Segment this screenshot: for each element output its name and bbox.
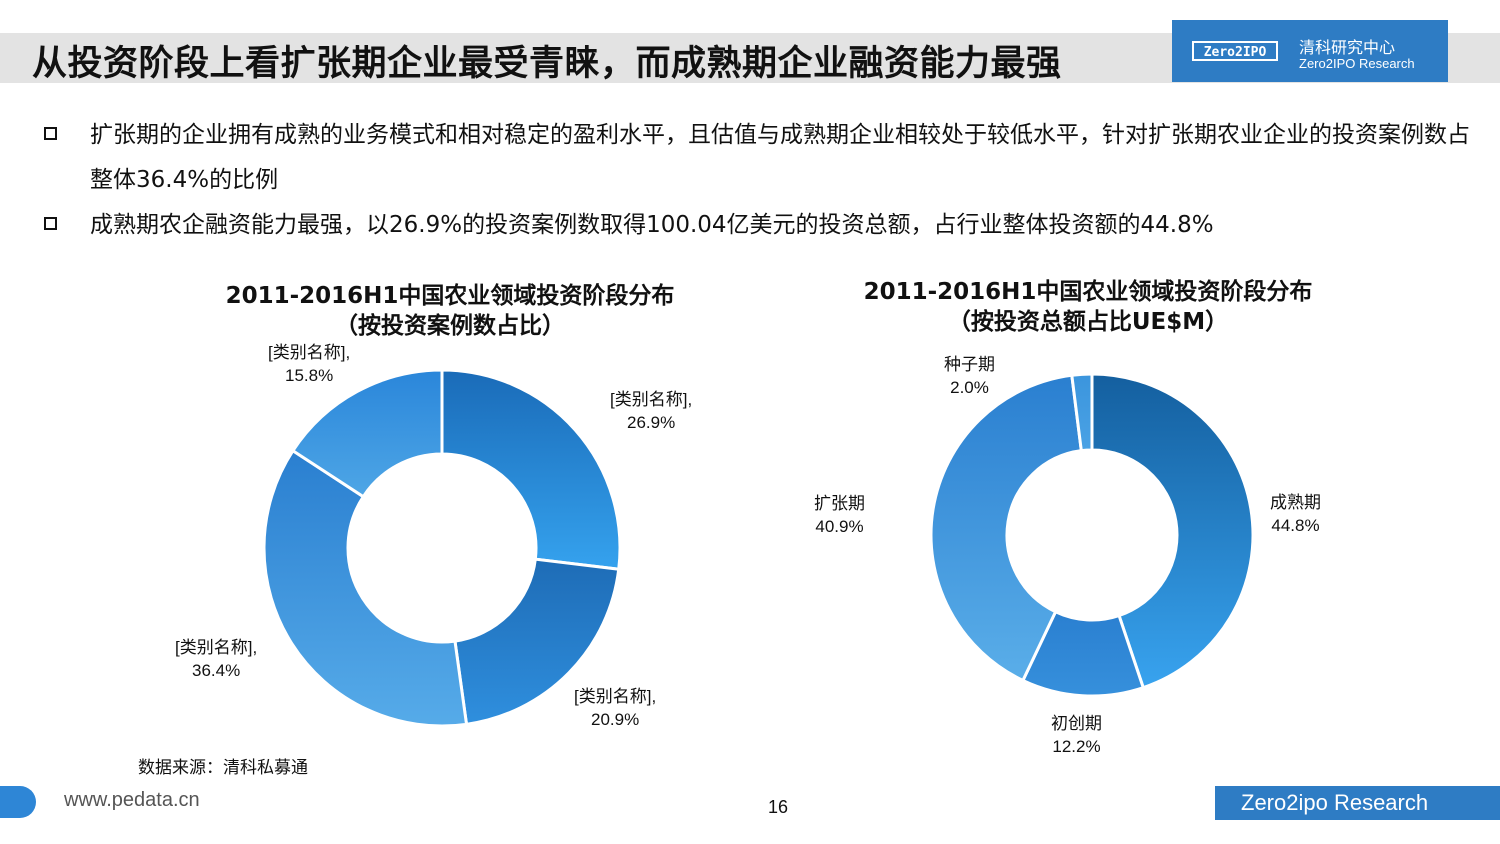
chart1-title-line1: 2011-2016H1中国农业领域投资阶段分布 (225, 283, 675, 309)
slice-category-label: [类别名称], (175, 638, 258, 657)
slice-category-label: [类别名称], (610, 390, 693, 409)
slice-value-label: 15.8% (284, 366, 334, 385)
chart2-label-startup: 初创期 12.2% (1051, 712, 1102, 758)
donut-slice (262, 448, 469, 728)
slice-category-label: [类别名称], (268, 343, 351, 362)
square-bullet-icon (44, 127, 57, 140)
slice-category-label: 成熟期 (1270, 493, 1321, 512)
slice-value-label: 20.9% (590, 710, 640, 729)
donut-slice (1090, 372, 1255, 690)
donut-slice (290, 368, 444, 499)
square-bullet-icon (44, 217, 57, 230)
footer-brand: Zero2ipo Research (1215, 786, 1500, 820)
chart2-title: 2011-2016H1中国农业领域投资阶段分布 （按投资总额占比UE$M） (838, 277, 1338, 337)
logo-chinese-name: 清科研究中心 (1299, 38, 1396, 57)
bullet-text: 扩张期的企业拥有成熟的业务模式和相对稳定的盈利水平，且估值与成熟期企业相较处于较… (90, 122, 1470, 193)
slice-category-label: 种子期 (944, 355, 995, 374)
slice-category-label: 初创期 (1051, 714, 1102, 733)
chart1-donut (262, 368, 622, 728)
donut-slice (453, 557, 621, 726)
slice-category-label: [类别名称], (574, 687, 657, 706)
slice-value-label: 44.8% (1271, 516, 1320, 535)
chart1-label-slice-2: [类别名称], 20.9% (574, 685, 656, 731)
chart1-subtitle: （按投资案例数占比） (335, 313, 565, 339)
chart2-subtitle: （按投资总额占比UE$M） (947, 309, 1229, 335)
chart2-donut (929, 372, 1255, 698)
donut-slice (1070, 372, 1094, 453)
chart2-label-expansion: 扩张期 40.9% (814, 492, 865, 538)
slice-value-label: 36.4% (191, 661, 241, 680)
chart2-label-seed: 种子期 2.0% (944, 353, 995, 399)
data-source-note: 数据来源：清科私募通 (138, 758, 308, 778)
logo-english-name: Zero2IPO Research (1299, 56, 1415, 71)
bullet-text: 成熟期农企融资能力最强，以26.9%的投资案例数取得100.04亿美元的投资总额… (90, 212, 1214, 238)
footer-url: www.pedata.cn (64, 789, 200, 811)
chart2-label-mature: 成熟期 44.8% (1270, 491, 1321, 537)
slice-value-label: 12.2% (1052, 737, 1101, 756)
chart1-label-slice-1: [类别名称], 26.9% (610, 388, 692, 434)
donut-slice (929, 373, 1084, 683)
page-number: 16 (768, 797, 789, 817)
chart1-label-slice-4: [类别名称], 15.8% (268, 341, 350, 387)
footer-brand-text: Zero2ipo Research (1241, 790, 1429, 815)
footer-accent-tab (0, 786, 36, 818)
logo: Zero2IPO 清科研究中心 Zero2IPO Research (1172, 20, 1448, 82)
chart1-title: 2011-2016H1中国农业领域投资阶段分布 （按投资案例数占比） (200, 281, 700, 341)
donut-slice (440, 368, 622, 571)
slice-category-label: 扩张期 (814, 494, 865, 513)
zero2ipo-logo-mark: Zero2IPO (1192, 41, 1278, 61)
chart2-title-line1: 2011-2016H1中国农业领域投资阶段分布 (863, 279, 1313, 305)
slice-value-label: 26.9% (626, 413, 676, 432)
slice-value-label: 40.9% (815, 517, 864, 536)
slice-value-label: 2.0% (950, 378, 989, 397)
chart1-label-slice-3: [类别名称], 36.4% (175, 636, 257, 682)
page-title: 从投资阶段上看扩张期企业最受青睐，而成熟期企业融资能力最强 (32, 44, 1062, 84)
